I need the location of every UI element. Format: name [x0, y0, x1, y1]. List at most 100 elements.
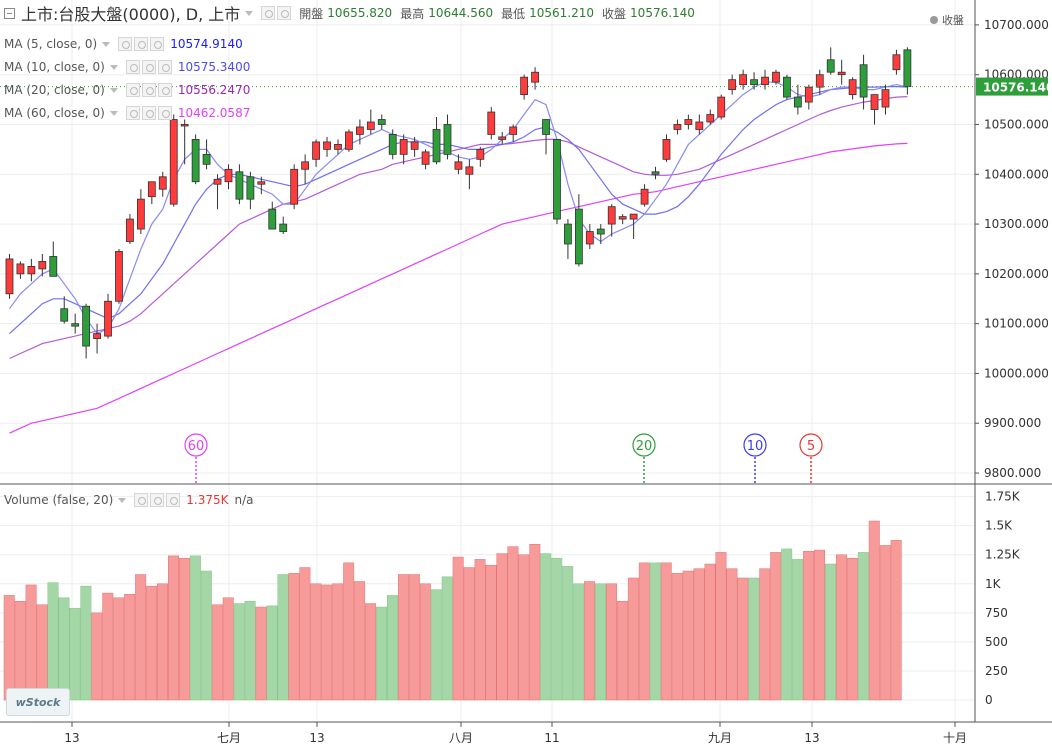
marker-label: 5 — [807, 439, 815, 454]
collapse-icon[interactable] — [4, 7, 15, 19]
volume-tick-label: 1K — [985, 577, 1002, 591]
candle-body — [892, 54, 901, 71]
volume-bar — [441, 576, 453, 701]
close-icon[interactable] — [157, 106, 172, 120]
candle-body — [115, 251, 123, 302]
volume-bar — [14, 600, 26, 701]
volume-bar — [452, 556, 464, 701]
candle-body — [158, 176, 167, 190]
candle-body — [903, 49, 912, 88]
indicator-value: 10575.3400 — [177, 60, 251, 74]
volume-bar — [671, 573, 683, 701]
marker-circle — [632, 433, 656, 457]
time-tick-label: 十月 — [943, 731, 967, 745]
marker-label: 60 — [188, 439, 205, 454]
candle-body — [870, 94, 879, 110]
candle-body — [629, 213, 638, 220]
candle-body — [49, 256, 58, 277]
candle-body — [881, 89, 890, 108]
indicator-ma-60[interactable]: MA (60, close, 0) 10462.0587 — [4, 104, 250, 122]
indicator-ma-20[interactable]: MA (20, close, 0) 10556.2470 — [4, 81, 250, 99]
low-value: 10561.210 — [529, 6, 595, 20]
chevron-down-icon[interactable] — [102, 41, 111, 47]
volume-bar — [748, 577, 760, 701]
eye-icon[interactable] — [134, 493, 149, 507]
eye-icon[interactable] — [125, 83, 140, 97]
close-icon[interactable] — [157, 83, 172, 97]
candle-body — [739, 74, 748, 86]
gear-icon[interactable] — [150, 493, 165, 507]
time-tick-label: 七月 — [217, 731, 241, 745]
chevron-down-icon[interactable] — [109, 64, 118, 70]
candle-body — [772, 71, 780, 83]
candle-body — [224, 168, 233, 183]
indicator-ma-10[interactable]: MA (10, close, 0) 10575.3400 — [4, 58, 250, 76]
candle-body — [60, 308, 69, 322]
close-icon[interactable] — [157, 60, 172, 74]
indicator-label: MA (5, close, 0) — [4, 37, 98, 51]
indicator-ma-5[interactable]: MA (5, close, 0) 10574.9140 — [4, 35, 243, 53]
candle-body — [147, 181, 156, 198]
eye-icon[interactable] — [118, 37, 133, 51]
candle-body — [596, 228, 605, 235]
close-icon[interactable] — [150, 37, 165, 51]
gear-icon[interactable] — [277, 6, 292, 20]
volume-bar — [562, 566, 574, 701]
candle-body — [859, 64, 868, 98]
chevron-down-icon[interactable] — [118, 497, 127, 503]
chevron-down-icon[interactable] — [109, 110, 118, 116]
candle-body — [82, 305, 91, 347]
candle-body — [213, 178, 222, 185]
eye-icon[interactable] — [125, 106, 140, 120]
open-value: 10655.820 — [327, 6, 393, 20]
candle-body — [574, 208, 583, 265]
close-value: 10576.140 — [630, 6, 695, 20]
eye-icon[interactable] — [261, 6, 276, 20]
high-label: 最高 — [400, 6, 425, 21]
volume-bar — [189, 555, 201, 701]
gear-icon[interactable] — [141, 83, 156, 97]
candle-body — [388, 134, 397, 155]
candle-body — [793, 96, 802, 108]
gear-icon[interactable] — [141, 106, 156, 120]
candle-body — [27, 265, 36, 275]
eye-icon[interactable] — [125, 60, 140, 74]
high-value: 10644.560 — [428, 6, 494, 20]
candle-body — [93, 333, 101, 339]
candle-body — [695, 121, 704, 130]
volume-tick-label: 500 — [985, 635, 1008, 649]
candle-body — [717, 96, 726, 118]
volume-legend[interactable]: Volume (false, 20) 1.375K n/a — [4, 491, 254, 509]
volume-bar — [649, 562, 661, 701]
volume-bar — [58, 597, 70, 701]
dot-icon — [930, 16, 938, 24]
volume-bar — [737, 577, 749, 701]
volume-bar — [770, 552, 782, 701]
time-tick-label: 九月 — [708, 731, 732, 745]
gear-icon[interactable] — [141, 60, 156, 74]
volume-bars — [3, 520, 902, 701]
candle-body — [662, 139, 671, 160]
volume-bar — [310, 583, 322, 701]
price-tick-label: 10200.000 — [984, 267, 1049, 281]
volume-bar — [222, 597, 234, 701]
price-tick-label: 9900.000 — [984, 416, 1041, 430]
indicator-value: 10556.2470 — [177, 83, 251, 97]
volume-bar — [124, 593, 136, 701]
gear-icon[interactable] — [134, 37, 149, 51]
volume-bar — [496, 553, 508, 701]
candle-body — [16, 263, 25, 275]
volume-bar — [299, 567, 311, 701]
candle-body — [531, 71, 539, 83]
close-icon[interactable] — [166, 493, 181, 507]
chevron-down-icon[interactable] — [109, 87, 118, 93]
ma-lines — [9, 81, 908, 434]
marker-circle — [184, 433, 208, 457]
chevron-down-icon[interactable] — [245, 10, 254, 16]
volume-bar — [80, 585, 92, 701]
legend-collapse[interactable]: 收盤 — [930, 11, 964, 29]
candle-body — [202, 153, 211, 165]
symbol-title[interactable]: 上市:台股大盤(0000), D, 上市 — [21, 5, 241, 24]
